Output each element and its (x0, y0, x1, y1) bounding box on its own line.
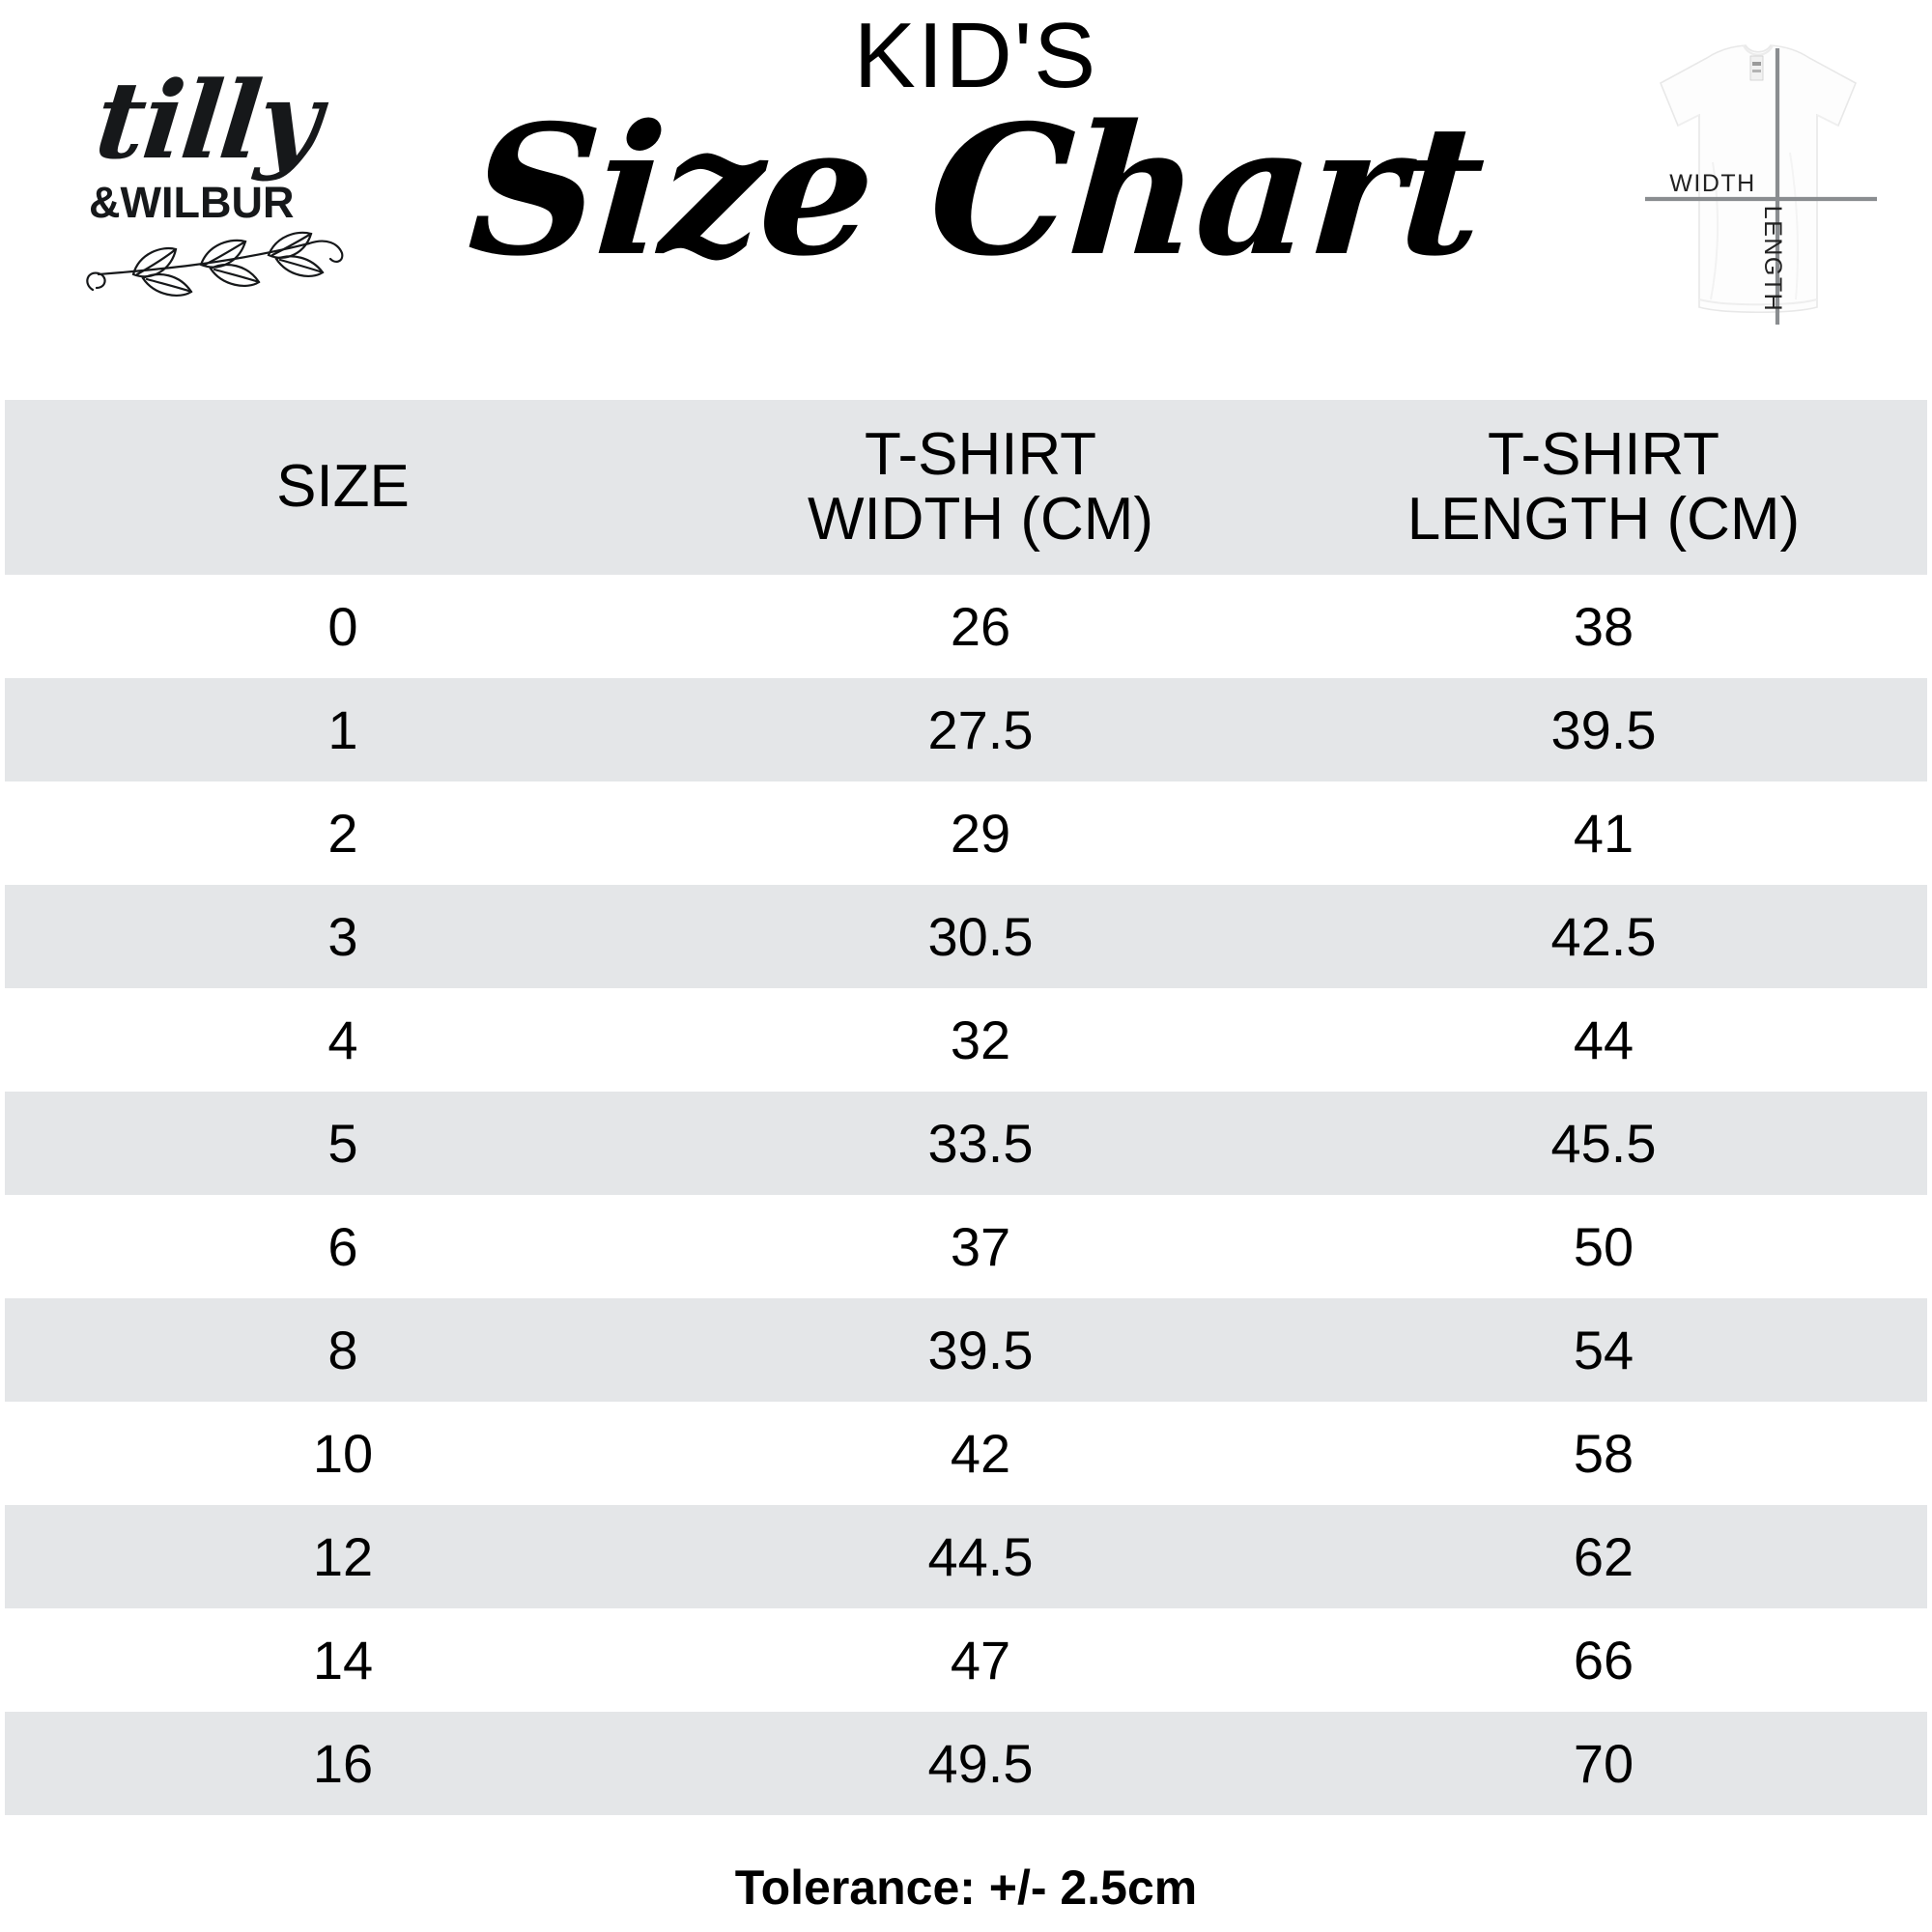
tolerance-note: Tolerance: +/- 2.5cm (734, 1861, 1198, 1915)
column-header-size: SIZE (5, 400, 681, 575)
cell-length: 44 (1280, 988, 1927, 1092)
size-chart-table: SIZE T-SHIRT WIDTH (CM) T-SHIRT LENGTH (… (5, 400, 1927, 1815)
table-body: 0 26 38 1 27.5 39.5 2 29 41 3 30.5 42.5 4 32 44 5 33.5 45… (5, 575, 1927, 1815)
table-row: 0 26 38 (5, 575, 1927, 678)
cell-size: 5 (5, 1092, 681, 1195)
cell-size: 16 (5, 1712, 681, 1815)
cell-width: 29 (681, 781, 1280, 885)
header-line-2: LENGTH (CM) (1406, 485, 1801, 553)
tshirt-measurement-diagram: WIDTH LENGTH (1645, 44, 1877, 325)
cell-width: 27.5 (681, 678, 1280, 781)
cell-size: 3 (5, 885, 681, 988)
column-header-width: T-SHIRT WIDTH (CM) (681, 400, 1280, 575)
cell-length: 45.5 (1280, 1092, 1927, 1195)
header-line-1: T-SHIRT (1488, 420, 1719, 488)
table-header-row: SIZE T-SHIRT WIDTH (CM) T-SHIRT LENGTH (… (5, 400, 1927, 575)
cell-size: 12 (5, 1505, 681, 1608)
cell-width: 47 (681, 1608, 1280, 1712)
table-row: 12 44.5 62 (5, 1505, 1927, 1608)
cell-width: 26 (681, 575, 1280, 678)
brand-name-script: tilly (90, 58, 326, 183)
cell-length: 42.5 (1280, 885, 1927, 988)
table-row: 14 47 66 (5, 1608, 1927, 1712)
width-label: WIDTH (1669, 170, 1755, 197)
cell-length: 50 (1280, 1195, 1927, 1298)
brand-logo: tilly &WILBUR (60, 58, 388, 309)
cell-size: 10 (5, 1402, 681, 1505)
cell-width: 44.5 (681, 1505, 1280, 1608)
cell-width: 49.5 (681, 1712, 1280, 1815)
neck-tag-icon (1749, 55, 1764, 81)
table-row: 10 42 58 (5, 1402, 1927, 1505)
header-line-1: T-SHIRT (865, 420, 1096, 488)
title-block: KID'S Size Chart (357, 0, 1594, 296)
header-line-2: WIDTH (CM) (807, 485, 1154, 553)
cell-size: 0 (5, 575, 681, 678)
cell-size: 2 (5, 781, 681, 885)
cell-length: 39.5 (1280, 678, 1927, 781)
cell-width: 39.5 (681, 1298, 1280, 1402)
cell-width: 37 (681, 1195, 1280, 1298)
cell-width: 32 (681, 988, 1280, 1092)
cell-length: 58 (1280, 1402, 1927, 1505)
title-eyebrow: KID'S (853, 4, 1098, 107)
table-row: 5 33.5 45.5 (5, 1092, 1927, 1195)
table-row: 3 30.5 42.5 (5, 885, 1927, 988)
cell-width: 33.5 (681, 1092, 1280, 1195)
table-row: 16 49.5 70 (5, 1712, 1927, 1815)
cell-size: 14 (5, 1608, 681, 1712)
page-header: tilly &WILBUR (0, 0, 1932, 400)
cell-size: 8 (5, 1298, 681, 1402)
table-row: 8 39.5 54 (5, 1298, 1927, 1402)
brand-name-sub: &WILBUR (89, 178, 295, 227)
cell-length: 41 (1280, 781, 1927, 885)
cell-size: 6 (5, 1195, 681, 1298)
table-head: SIZE T-SHIRT WIDTH (CM) T-SHIRT LENGTH (… (5, 400, 1927, 575)
cell-length: 66 (1280, 1608, 1927, 1712)
table-row: 2 29 41 (5, 781, 1927, 885)
cell-size: 1 (5, 678, 681, 781)
page-title: Size Chart (463, 84, 1489, 296)
length-label: LENGTH (1759, 206, 1786, 312)
cell-length: 38 (1280, 575, 1927, 678)
cell-size: 4 (5, 988, 681, 1092)
cell-width: 30.5 (681, 885, 1280, 988)
cell-length: 70 (1280, 1712, 1927, 1815)
tshirt-shape (1659, 44, 1858, 314)
cell-length: 54 (1280, 1298, 1927, 1402)
header-line-1: SIZE (276, 453, 410, 521)
table-row: 6 37 50 (5, 1195, 1927, 1298)
leaf-branch-icon (86, 231, 344, 297)
column-header-length: T-SHIRT LENGTH (CM) (1280, 400, 1927, 575)
cell-width: 42 (681, 1402, 1280, 1505)
table-row: 1 27.5 39.5 (5, 678, 1927, 781)
cell-length: 62 (1280, 1505, 1927, 1608)
table-row: 4 32 44 (5, 988, 1927, 1092)
